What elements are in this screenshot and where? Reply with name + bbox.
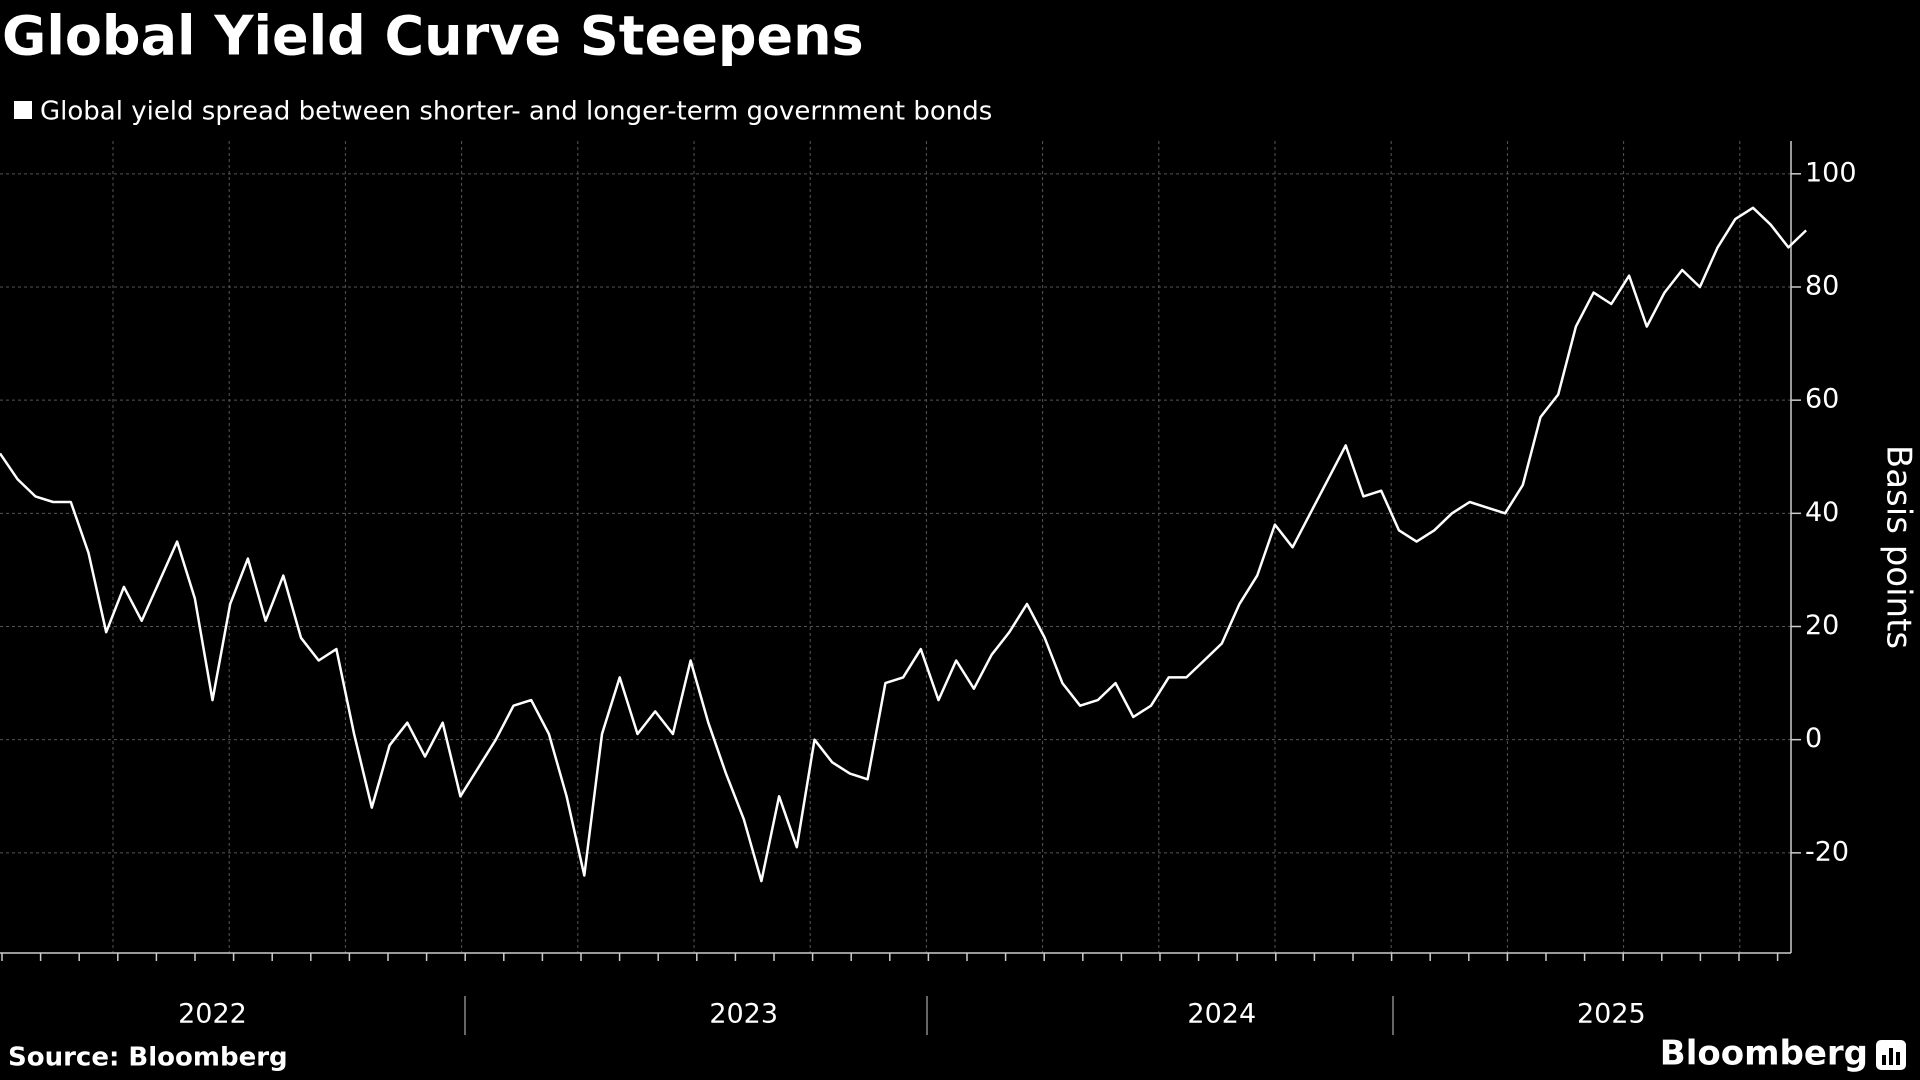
y-axis-title: Basis points — [1879, 445, 1919, 649]
y-tick-label: 20 — [1805, 610, 1839, 641]
x-tick-label: 2024 — [1187, 999, 1256, 1030]
y-tick-label: 60 — [1805, 384, 1839, 415]
x-tick-label: 2025 — [1577, 999, 1646, 1030]
y-tick-label: 0 — [1805, 723, 1822, 754]
y-tick-label: 80 — [1805, 270, 1839, 301]
y-tick-label: -20 — [1805, 836, 1849, 867]
brand-icon — [1876, 1040, 1906, 1070]
source: Source: Bloomberg — [8, 1043, 288, 1073]
x-tick-label: 2022 — [178, 999, 247, 1030]
y-tick-label: 100 — [1805, 157, 1857, 188]
data-line — [0, 206, 1807, 883]
y-tick-label: 40 — [1805, 497, 1839, 528]
brand: Bloomberg — [1660, 1034, 1868, 1074]
x-tick-label: 2023 — [709, 999, 778, 1030]
legend-swatch — [14, 101, 32, 119]
chart-title: Global Yield Curve Steepens — [2, 5, 864, 68]
legend-label: Global yield spread between shorter- and… — [40, 97, 992, 127]
